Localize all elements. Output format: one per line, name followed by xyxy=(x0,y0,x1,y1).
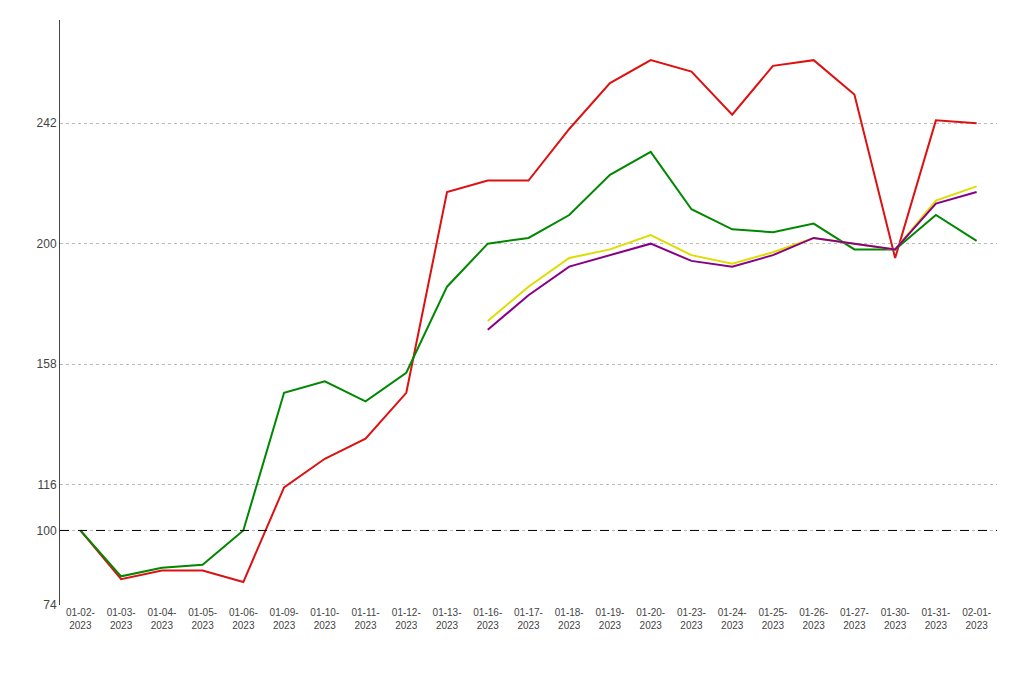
svg-text:01-18-2023: 01-18-2023 xyxy=(555,607,584,631)
svg-text:01-10-2023: 01-10-2023 xyxy=(310,607,339,631)
svg-text:01-03-2023: 01-03-2023 xyxy=(107,607,136,631)
svg-text:01-04-2023: 01-04-2023 xyxy=(147,607,176,631)
svg-text:01-06-2023: 01-06-2023 xyxy=(229,607,258,631)
svg-text:200: 200 xyxy=(37,237,57,251)
svg-text:01-20-2023: 01-20-2023 xyxy=(636,607,665,631)
svg-text:100: 100 xyxy=(37,524,57,538)
svg-text:01-13-2023: 01-13-2023 xyxy=(433,607,462,631)
svg-text:01-30-2023: 01-30-2023 xyxy=(881,607,910,631)
svg-text:01-23-2023: 01-23-2023 xyxy=(677,607,706,631)
svg-text:01-31-2023: 01-31-2023 xyxy=(921,607,950,631)
svg-text:01-02-2023: 01-02-2023 xyxy=(66,607,95,631)
svg-text:01-24-2023: 01-24-2023 xyxy=(718,607,747,631)
svg-text:116: 116 xyxy=(37,478,56,492)
svg-text:74: 74 xyxy=(43,598,57,612)
svg-text:01-05-2023: 01-05-2023 xyxy=(188,607,217,631)
svg-text:01-09-2023: 01-09-2023 xyxy=(270,607,299,631)
svg-text:01-17-2023: 01-17-2023 xyxy=(514,607,543,631)
svg-text:02-01-2023: 02-01-2023 xyxy=(962,607,991,631)
svg-text:01-27-2023: 01-27-2023 xyxy=(840,607,869,631)
svg-text:01-11-2023: 01-11-2023 xyxy=(351,607,379,631)
svg-text:01-26-2023: 01-26-2023 xyxy=(799,607,828,631)
svg-text:01-25-2023: 01-25-2023 xyxy=(758,607,787,631)
svg-text:158: 158 xyxy=(37,357,57,371)
svg-text:242: 242 xyxy=(37,116,57,130)
svg-text:01-12-2023: 01-12-2023 xyxy=(392,607,421,631)
svg-text:01-16-2023: 01-16-2023 xyxy=(473,607,502,631)
svg-text:01-19-2023: 01-19-2023 xyxy=(596,607,625,631)
